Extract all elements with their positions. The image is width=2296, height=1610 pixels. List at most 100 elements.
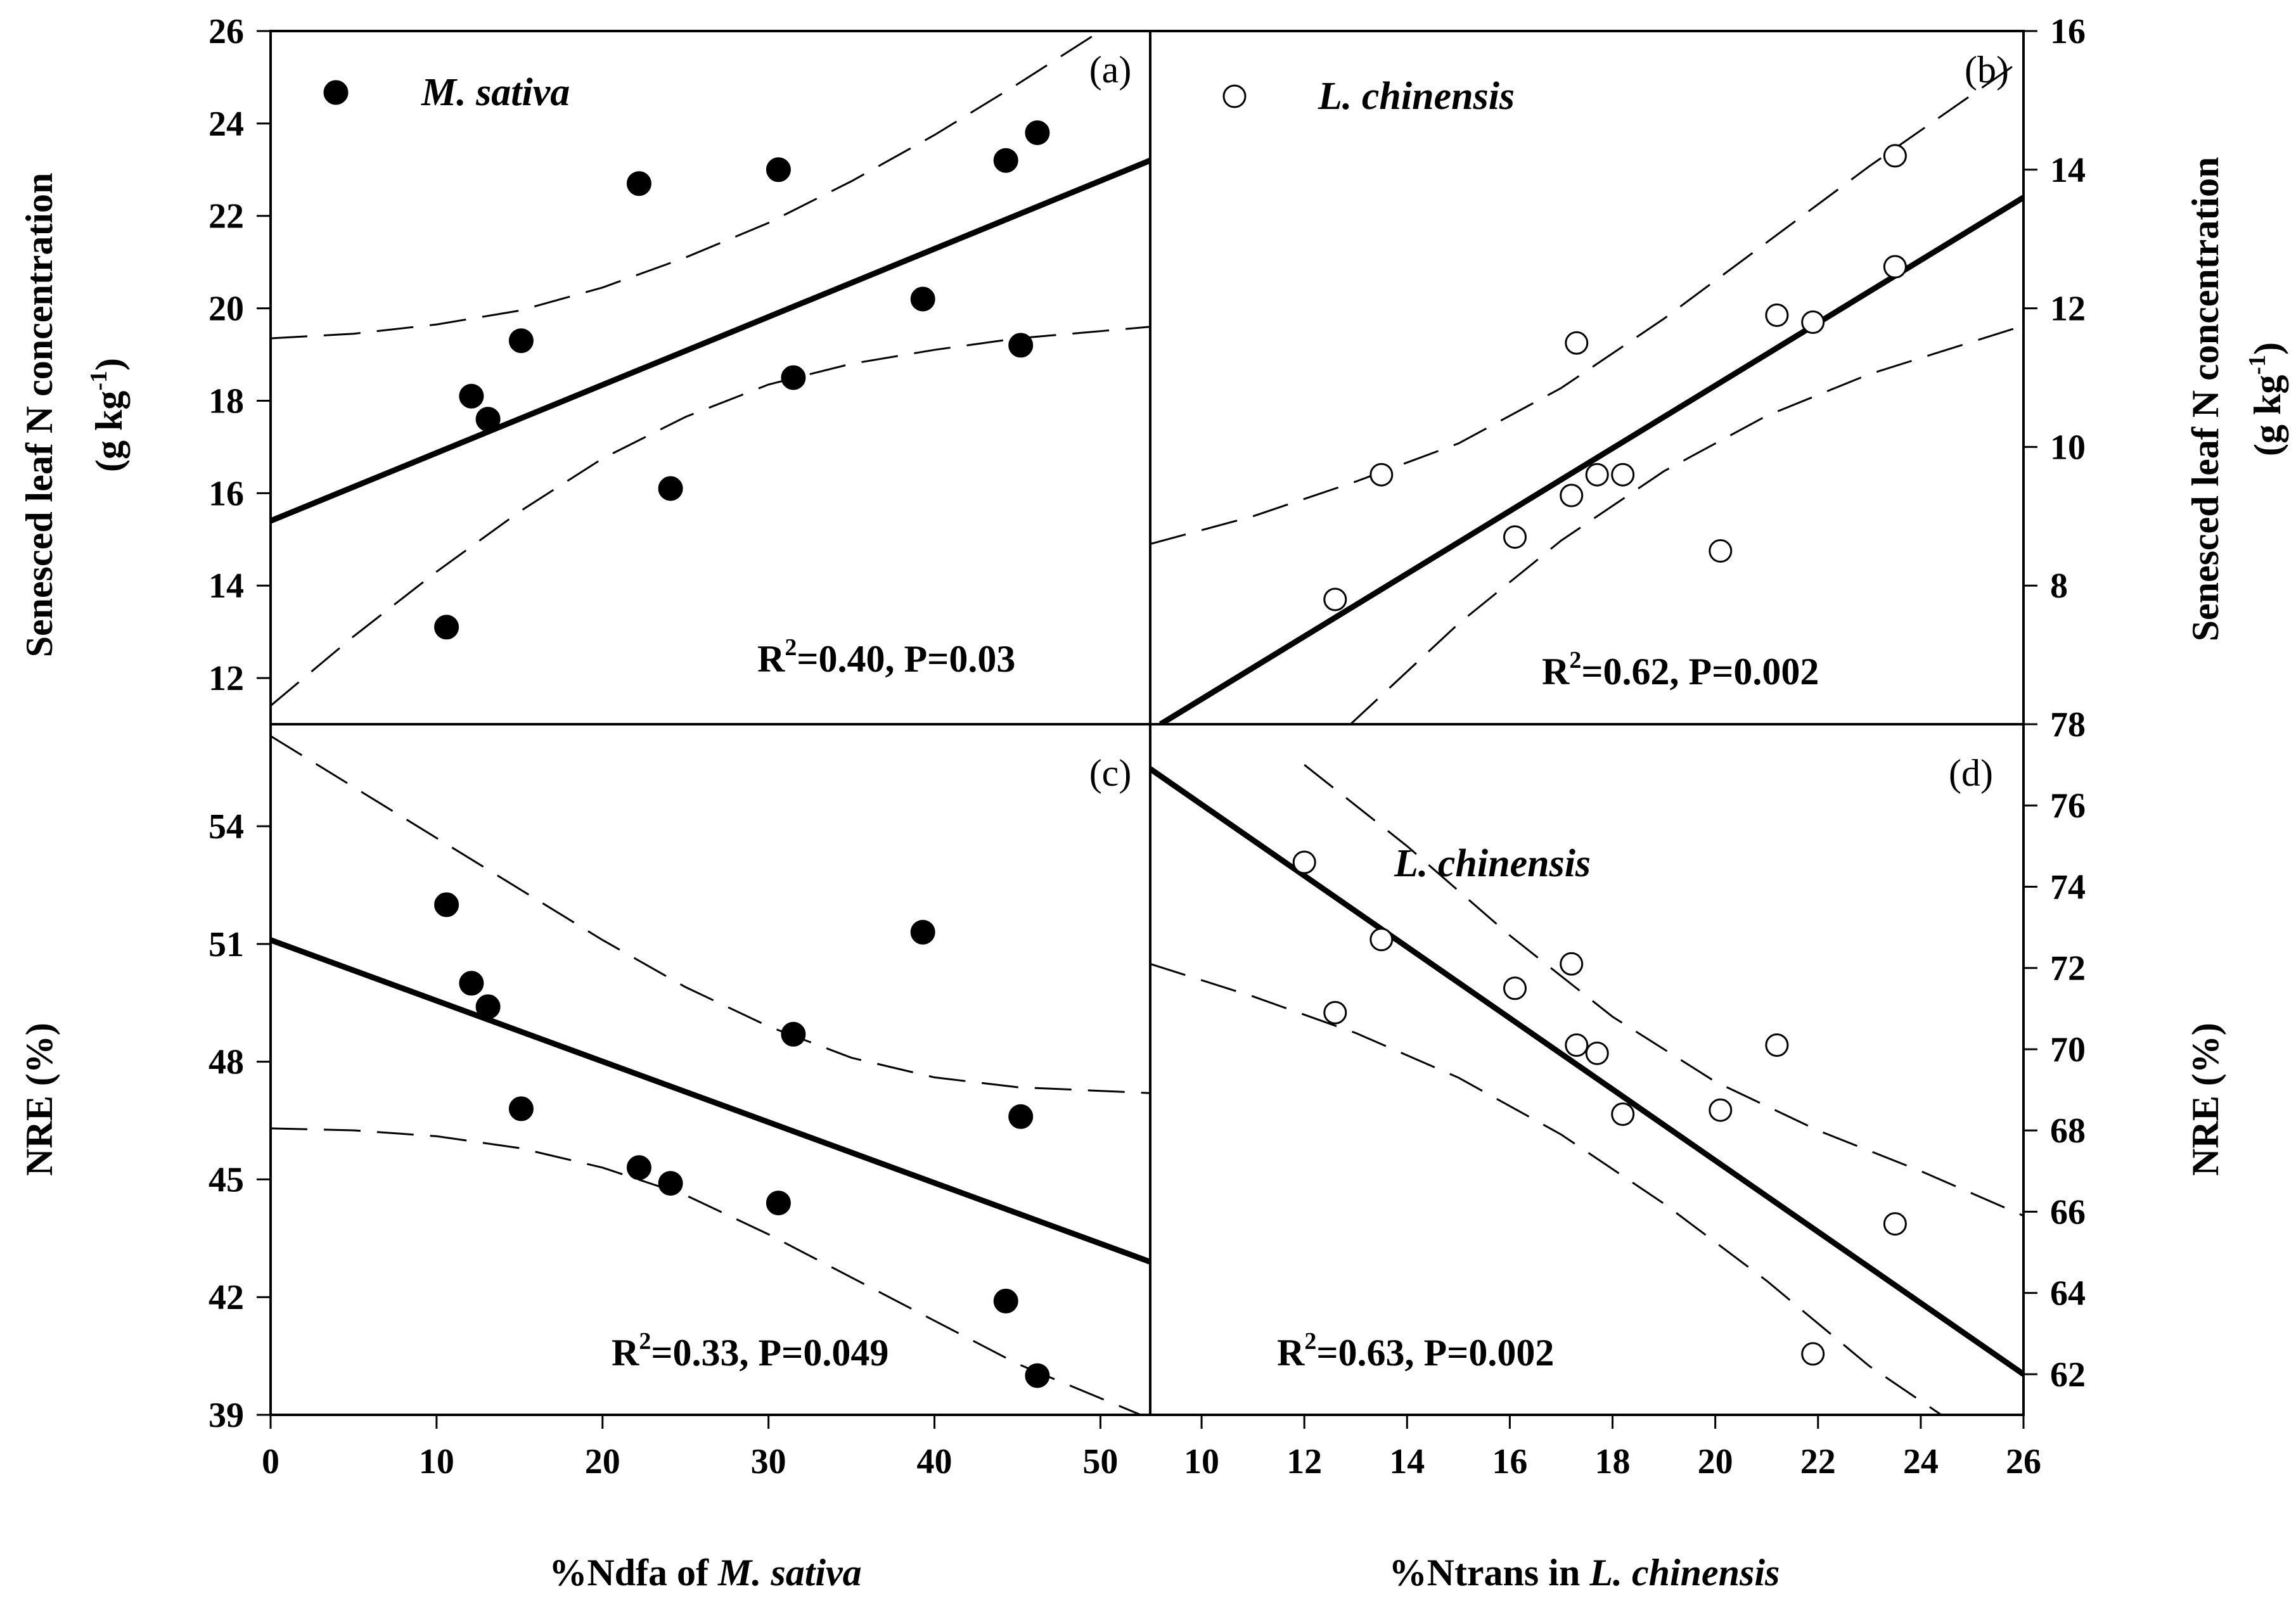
panel-d-clipped-group (1150, 763, 2023, 1415)
panel-b-point-4 (1560, 483, 1584, 508)
panel-d-ytick-label-76: 76 (2050, 786, 2086, 826)
panel-a-point-8 (781, 365, 806, 390)
panel-a-point-11 (1008, 333, 1034, 358)
panel-a-point-6 (658, 476, 683, 501)
panel-a-legend-label: M. sativa (421, 71, 570, 114)
panel-d-point-6 (1565, 1033, 1589, 1057)
panel-d-letter: (d) (1949, 752, 1993, 794)
panel-b-point-8 (1709, 539, 1733, 563)
panel-b-ylabel-line2: (g kg-1) (2244, 342, 2288, 456)
panel-c-xtick-label-50: 50 (1082, 1442, 1118, 1481)
panel-c-point-5 (626, 1155, 651, 1180)
panel-a-letter: (a) (1089, 49, 1132, 91)
panel-a-plot-area: 12 14 16 18 20 22 24 26 (208, 12, 1150, 706)
panel-c-regression-line (271, 937, 1150, 1265)
panel-d-point-10 (1765, 1033, 1789, 1057)
panel-b-ytick-label-16: 16 (2050, 12, 2086, 51)
panel-a-point-1 (434, 615, 459, 640)
panel-c-point-4 (508, 1096, 534, 1121)
panel-c: 39 42 45 48 51 54 0 10 20 30 40 50 (c) R2=0.33, P=0… (18, 735, 1150, 1594)
panel-c-point-11 (1008, 1104, 1034, 1129)
panel-d-point-11 (1801, 1342, 1825, 1366)
panel-a-ytick-label-12: 12 (208, 659, 244, 698)
panel-d-point-12 (1883, 1212, 1907, 1236)
panel-d-ci-upper-line (1304, 763, 2023, 1217)
panel-d-point-3 (1369, 928, 1394, 952)
panel-a-ytick-label-22: 22 (208, 197, 244, 236)
panel-c-point-12 (1025, 1363, 1050, 1388)
panel-a-ylabel-line1: Senesced leaf N concentration (18, 173, 60, 658)
panel-c-ytick-label-39: 39 (208, 1396, 244, 1435)
panel-d-xtick-label-14: 14 (1389, 1442, 1425, 1481)
panel-c-ytick-label-48: 48 (208, 1043, 244, 1082)
panel-b: 8 10 12 14 16 (b) L. chinensis R2=0.62, P=0.… (1150, 12, 2288, 724)
panel-c-xtick-label-20: 20 (585, 1442, 620, 1481)
panel-d-species-label: L. chinensis (1394, 842, 1591, 885)
panel-c-clipped-group (271, 735, 1150, 1415)
panel-c-ytick-label-54: 54 (208, 807, 244, 847)
panel-a-point-4 (508, 328, 534, 354)
panel-b-ci-upper-line (1150, 58, 2023, 546)
panel-c-point-8 (781, 1021, 806, 1047)
panel-b-stats: R2=0.62, P=0.002 (1542, 647, 1819, 693)
panel-a-ci-upper-line (271, 31, 1101, 340)
panel-b-point-3 (1503, 525, 1527, 549)
panel-c-ytick-label-45: 45 (208, 1160, 244, 1199)
panel-c-point-9 (910, 919, 935, 945)
panel-a-ytick-label-24: 24 (208, 105, 244, 144)
panel-a-point-2 (459, 383, 484, 409)
panel-d-ytick-label-62: 62 (2050, 1355, 2086, 1395)
panel-c-xtick-label-40: 40 (917, 1442, 952, 1481)
panel-b-point-7 (1611, 463, 1635, 487)
panel-b-point-2 (1369, 463, 1394, 487)
panel-d-ytick-label-68: 68 (2050, 1111, 2086, 1151)
panel-a-clipped-group (271, 31, 1150, 706)
panel-b-point-10 (1801, 310, 1825, 334)
panel-b-ci-lower-line (1350, 324, 2023, 724)
panel-d-ytick-label-78: 78 (2050, 705, 2086, 744)
panel-b-legend-label: L. chinensis (1318, 75, 1515, 118)
panel-b-ylabel-line1: Senesced leaf N concentration (2184, 157, 2226, 642)
panel-c-xtick-label-30: 30 (751, 1442, 786, 1481)
panel-a-legend-marker (323, 80, 349, 105)
panel-d-ytick-label-72: 72 (2050, 949, 2086, 988)
panel-b-letter: (b) (1965, 49, 2009, 91)
panel-a-point-9 (910, 286, 935, 312)
panel-d-point-1 (1292, 850, 1316, 874)
panel-b-plot-area: 8 10 12 14 16 (1150, 12, 2086, 724)
panel-d-stats: R2=0.63, P=0.002 (1277, 1328, 1554, 1374)
panel-c-point-1 (434, 892, 459, 917)
panel-d-point-7 (1585, 1041, 1609, 1065)
panel-d-ci-lower-line (1150, 962, 1942, 1415)
panel-d-point-9 (1709, 1098, 1733, 1122)
panel-b-clipped-group (1150, 58, 2023, 724)
panel-c-point-10 (993, 1288, 1018, 1313)
panel-d-ytick-label-74: 74 (2050, 867, 2086, 907)
panel-c-ytick-label-42: 42 (208, 1278, 244, 1317)
panel-b-point-9 (1765, 303, 1789, 327)
panel-c-point-3 (475, 994, 501, 1019)
panel-b-point-11 (1883, 255, 1907, 279)
panel-d-point-5 (1560, 952, 1584, 976)
figure-frame (269, 30, 2025, 1416)
panel-a-point-10 (993, 148, 1018, 173)
panel-a-stats: R2=0.40, P=0.03 (757, 634, 1015, 680)
panel-c-ci-upper-line (271, 735, 1150, 1094)
panel-c-ci-lower-line (271, 1127, 1143, 1415)
panel-d-point-2 (1323, 1000, 1347, 1025)
panel-b-ytick-label-8: 8 (2050, 566, 2068, 606)
panel-b-point-12 (1883, 144, 1907, 168)
panel-a-ytick-label-26: 26 (208, 12, 244, 51)
panel-d-xtick-label-24: 24 (1903, 1442, 1939, 1481)
panel-b-ytick-label-14: 14 (2050, 151, 2086, 190)
panel-a-ytick-label-20: 20 (208, 290, 244, 329)
panel-a-ci-lower-line (271, 326, 1150, 706)
panel-a-point-7 (766, 157, 791, 182)
panel-c-point-7 (766, 1191, 791, 1216)
panel-c-point-2 (459, 971, 484, 996)
panel-c-stats: R2=0.33, P=0.049 (612, 1328, 888, 1374)
panel-d-point-4 (1503, 976, 1527, 1000)
panel-d-xtick-label-10: 10 (1184, 1442, 1219, 1481)
panel-d-xtick-label-12: 12 (1286, 1442, 1322, 1481)
